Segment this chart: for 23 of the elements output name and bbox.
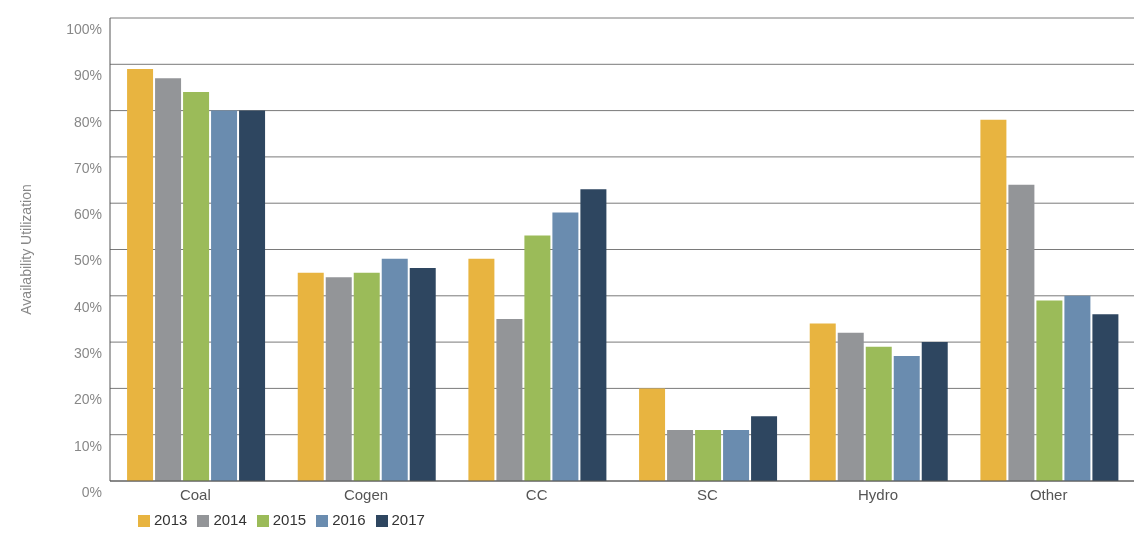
y-tick-label: 90%	[73, 67, 102, 84]
x-tick-label: CC	[525, 485, 548, 503]
legend-label: 2017	[391, 511, 425, 528]
x-tick-label: Cogen	[343, 485, 389, 503]
y-tick-label: 80%	[73, 113, 102, 130]
y-tick-label: 30%	[73, 345, 102, 362]
x-tick-label: Other	[1029, 485, 1068, 503]
legend-label: 2013	[154, 511, 188, 528]
legend-label: 2015	[272, 511, 307, 528]
legend-label: 2016	[332, 511, 366, 528]
x-tick-label: Coal	[179, 485, 211, 503]
y-tick-label: 100%	[66, 20, 102, 37]
y-tick-label: 70%	[73, 159, 102, 176]
y-tick-label: 40%	[73, 298, 102, 315]
legend-label: 2014	[213, 511, 247, 528]
y-tick-label: 50%	[73, 252, 102, 269]
x-tick-label: SC	[696, 485, 718, 503]
y-tick-label: 10%	[73, 437, 102, 454]
x-tick-label: Hydro	[857, 485, 899, 503]
y-tick-label: 20%	[73, 391, 102, 408]
y-tick-label: 0%	[81, 483, 102, 500]
y-axis-title: Availability Utilization	[17, 184, 34, 315]
y-tick-label: 60%	[73, 206, 102, 223]
